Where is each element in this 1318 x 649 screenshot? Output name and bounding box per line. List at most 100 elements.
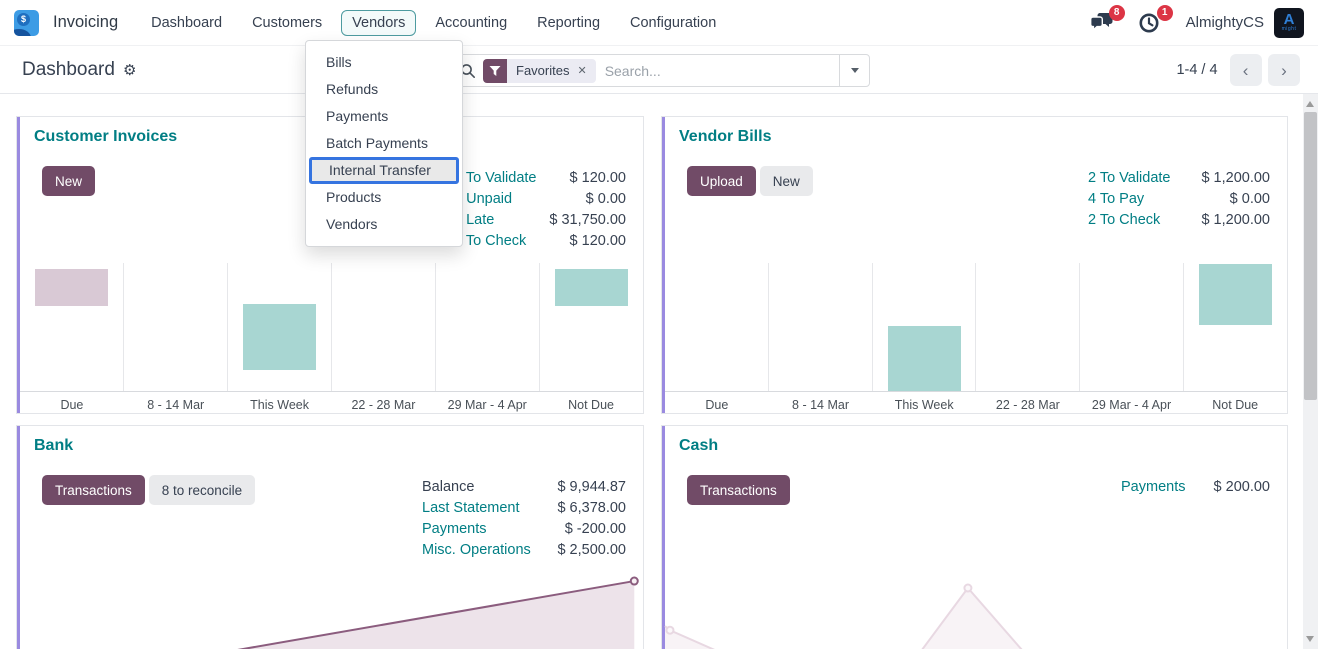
stat-label-payments[interactable]: Payments	[422, 520, 487, 537]
scroll-up-arrow-icon[interactable]	[1306, 101, 1314, 107]
top-navbar: $ Invoicing Dashboard Customers Vendors Acc…	[0, 0, 1318, 46]
favorites-facet[interactable]: Favorites ✕	[483, 58, 596, 83]
bar-due[interactable]	[34, 269, 109, 306]
stat-value: $ 120.00	[569, 232, 626, 249]
axis-label-due: Due	[705, 398, 729, 412]
axis-label-22-28-mar: 22 - 28 Mar	[995, 398, 1060, 412]
stat-row: Payments $ 200.00	[1121, 476, 1270, 497]
stat-value: $ 0.00	[585, 190, 626, 207]
vendor-bills-card: Vendor Bills Upload New 2 To Validate $ 1,…	[661, 116, 1288, 414]
stat-value: $ 200.00	[1213, 478, 1270, 495]
search-bar: Favorites ✕	[450, 54, 870, 87]
menu-reporting[interactable]: Reporting	[537, 14, 601, 31]
scroll-down-arrow-icon[interactable]	[1306, 636, 1314, 642]
bar-not-due[interactable]	[554, 269, 629, 306]
dropdown-item-vendors[interactable]: Vendors	[326, 216, 378, 232]
card-buttons: Transactions	[687, 475, 790, 505]
x-axis-labels: Due 8 - 14 Mar This Week 22 - 28 Mar 29 Mar …	[20, 391, 643, 413]
stat-row: 2 To Check $ 1,200.00	[1088, 209, 1270, 230]
stat-row: 1 Late $ 31,750.00	[454, 209, 626, 230]
menu-vendors[interactable]: Vendors	[341, 9, 417, 36]
bank-8-to-reconcile-button[interactable]: 8 to reconcile	[148, 475, 256, 505]
stat-row: 4 To Pay $ 0.00	[1088, 188, 1270, 209]
messages-badge: 8	[1108, 4, 1125, 21]
navbar-left: $ Invoicing Dashboard Customers Vendors Acc…	[14, 9, 727, 36]
stat-label-payments[interactable]: Payments	[1121, 478, 1186, 495]
bar-not-due[interactable]	[1199, 264, 1273, 325]
gear-icon[interactable]: ⚙	[122, 61, 137, 79]
dropdown-item-products[interactable]: Products	[326, 189, 382, 205]
chart-column-22-28-mar	[331, 263, 435, 391]
menu-accounting[interactable]: Accounting	[435, 14, 508, 31]
chart-column-due	[665, 263, 768, 391]
navbar-right: 8 1 AlmightyCS A might	[1089, 4, 1304, 38]
bar-this-week[interactable]	[242, 303, 317, 370]
dropdown-item-bills[interactable]: Bills	[326, 54, 352, 70]
x-axis-labels: Due 8 - 14 Mar This Week 22 - 28 Mar 29 Mar …	[665, 391, 1287, 413]
card-stats: Payments $ 200.00	[1121, 476, 1270, 497]
cash-transactions-button[interactable]: Transactions	[687, 475, 790, 505]
stat-label-balance: Balance	[422, 478, 475, 495]
vertical-scrollbar[interactable]	[1303, 94, 1318, 649]
stat-label-1-to-validate[interactable]: 1 To Validate	[454, 169, 537, 186]
stat-label-2-to-check[interactable]: 2 To Check	[1088, 211, 1161, 228]
axis-label-this-week: This Week	[250, 398, 309, 412]
search-dropdown-toggle[interactable]	[839, 55, 869, 86]
customer-invoices-new-button[interactable]: New	[42, 166, 96, 196]
search-input[interactable]	[604, 62, 839, 79]
stat-label-1-late[interactable]: 1 Late	[454, 211, 495, 228]
dollar-icon: $	[17, 12, 30, 26]
card-title-link[interactable]: Cash	[679, 437, 719, 454]
chart-column-this-week	[871, 263, 976, 391]
menu-configuration[interactable]: Configuration	[630, 14, 717, 31]
chart-column-this-week	[227, 263, 331, 391]
stat-label-last-statement[interactable]: Last Statement	[422, 499, 520, 516]
chart-column-22-28-mar	[975, 263, 1079, 391]
avatar: A might	[1274, 7, 1304, 38]
stat-label-1-to-check[interactable]: 1 To Check	[454, 232, 527, 249]
activities-badge: 1	[1156, 4, 1173, 21]
vendor-bills-upload-button[interactable]: Upload	[687, 166, 756, 196]
axis-label-this-week: This Week	[894, 398, 954, 412]
card-buttons: New	[42, 166, 96, 196]
menu-dashboard[interactable]: Dashboard	[151, 14, 223, 31]
stat-label-9-unpaid[interactable]: 9 Unpaid	[454, 190, 513, 207]
stat-value: $ -200.00	[564, 520, 626, 537]
chevron-down-icon	[850, 68, 859, 73]
user-menu[interactable]: AlmightyCS A might	[1186, 7, 1304, 38]
card-title-link[interactable]: Bank	[34, 437, 74, 454]
pager-previous-button[interactable]: ‹	[1229, 54, 1262, 86]
card-stats: Balance $ 9,944.87 Last Statement $ 6,378.0…	[422, 476, 626, 560]
dropdown-item-refunds[interactable]: Refunds	[326, 81, 379, 97]
stat-label-2-to-validate[interactable]: 2 To Validate	[1088, 169, 1171, 186]
card-title-link[interactable]: Vendor Bills	[679, 128, 772, 145]
axis-label-not-due: Not Due	[1212, 398, 1259, 412]
dropdown-item-batch-payments[interactable]: Batch Payments	[326, 135, 428, 151]
activities-button[interactable]: 1	[1138, 4, 1173, 35]
card-buttons: Upload New	[687, 166, 813, 196]
stat-value: $ 120.00	[569, 169, 626, 186]
vendor-bills-new-button[interactable]: New	[759, 166, 813, 196]
axis-label-due: Due	[60, 398, 84, 412]
stat-value: $ 31,750.00	[549, 211, 626, 228]
pager-next-button[interactable]: ›	[1268, 54, 1300, 86]
stat-row: Payments $ -200.00	[422, 518, 626, 539]
app-title[interactable]: Invoicing	[53, 13, 119, 31]
dropdown-item-internal-transfer[interactable]: Internal Transfer	[309, 157, 459, 184]
card-title-link[interactable]: Customer Invoices	[34, 128, 178, 145]
facet-remove-icon[interactable]: ✕	[577, 65, 587, 77]
messages-button[interactable]: 8	[1089, 4, 1125, 35]
menu-customers[interactable]: Customers	[252, 14, 323, 31]
invoicing-app-icon[interactable]: $	[14, 9, 39, 36]
card-accent-stripe	[17, 426, 20, 649]
breadcrumb: Dashboard ⚙	[22, 46, 136, 94]
stat-label-4-to-pay[interactable]: 4 To Pay	[1088, 190, 1145, 207]
bar-this-week[interactable]	[887, 325, 961, 391]
scrollbar-thumb[interactable]	[1304, 112, 1317, 400]
card-stats: 1 To Validate $ 120.00 9 Unpaid $ 0.00 1 Lat…	[454, 167, 626, 251]
bank-transactions-button[interactable]: Transactions	[42, 475, 145, 505]
dropdown-item-payments[interactable]: Payments	[326, 108, 389, 124]
stat-row: Last Statement $ 6,378.00	[422, 497, 626, 518]
stat-label-misc-operations[interactable]: Misc. Operations	[422, 541, 531, 558]
axis-label-29-mar-4-apr: 29 Mar - 4 Apr	[447, 398, 527, 412]
